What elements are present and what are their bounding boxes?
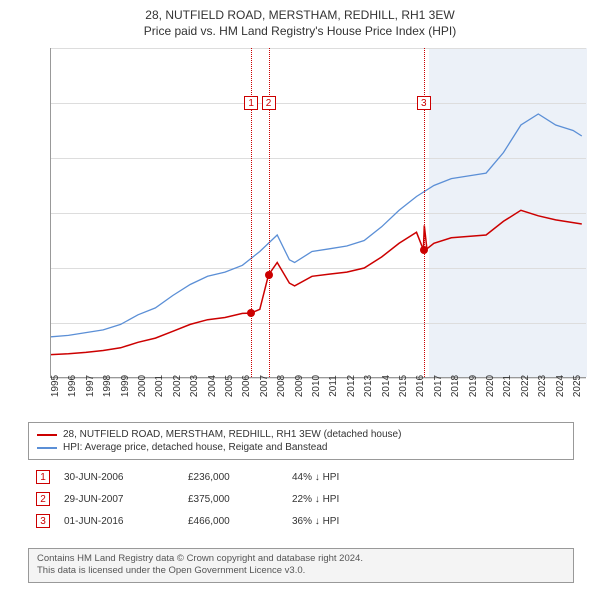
plot-area: 12 3	[50, 48, 586, 378]
legend-row: HPI: Average price, detached house, Reig…	[37, 442, 565, 453]
transaction-row-marker: 3	[36, 514, 50, 528]
x-axis-tick-label: 2006	[241, 375, 252, 397]
x-axis-tick-label: 1999	[120, 375, 131, 397]
transaction-row: 3 01-JUN-2016 £466,000 36% ↓ HPI	[28, 510, 574, 532]
x-axis-tick-label: 2009	[294, 375, 305, 397]
x-axis-tick-label: 2007	[259, 375, 270, 397]
x-axis-tick-label: 2016	[415, 375, 426, 397]
transaction-delta: 36% ↓ HPI	[292, 516, 402, 527]
x-axis-tick-label: 1997	[85, 375, 96, 397]
x-axis-tick-label: 2013	[363, 375, 374, 397]
x-axis-tick-label: 2022	[520, 375, 531, 397]
x-axis-tick-label: 2017	[433, 375, 444, 397]
x-axis-tick-label: 2008	[276, 375, 287, 397]
x-axis-tick-label: 1998	[102, 375, 113, 397]
x-axis-tick-label: 2004	[207, 375, 218, 397]
x-axis-tick-label: 2024	[555, 375, 566, 397]
transaction-delta: 22% ↓ HPI	[292, 494, 402, 505]
x-axis-tick-label: 2021	[502, 375, 513, 397]
legend-label: 28, NUTFIELD ROAD, MERSTHAM, REDHILL, RH…	[63, 429, 401, 440]
chart-title-address: 28, NUTFIELD ROAD, MERSTHAM, REDHILL, RH…	[0, 8, 600, 22]
legend-swatch	[37, 447, 57, 449]
x-axis-tick-label: 2020	[485, 375, 496, 397]
transaction-date: 01-JUN-2016	[64, 516, 174, 527]
x-axis-tick-label: 1995	[50, 375, 61, 397]
transaction-date: 30-JUN-2006	[64, 472, 174, 483]
x-axis-tick-label: 2025	[572, 375, 583, 397]
title-area: 28, NUTFIELD ROAD, MERSTHAM, REDHILL, RH…	[0, 0, 600, 42]
x-axis-tick-label: 2003	[189, 375, 200, 397]
x-axis-tick-label: 2018	[450, 375, 461, 397]
chart-subtitle: Price paid vs. HM Land Registry's House …	[0, 24, 600, 38]
chart-lines	[51, 48, 586, 377]
transaction-point	[420, 246, 428, 254]
x-axis-tick-label: 2010	[311, 375, 322, 397]
x-axis-tick-label: 2023	[537, 375, 548, 397]
x-axis-tick-label: 2011	[328, 375, 339, 397]
footer-line2: This data is licensed under the Open Gov…	[37, 565, 565, 577]
x-axis-tick-label: 2000	[137, 375, 148, 397]
x-axis-tick-label: 1996	[67, 375, 78, 397]
x-axis-tick-label: 2001	[154, 375, 165, 397]
transaction-marker-1: 1	[244, 96, 258, 110]
x-axis-labels: 1995199619971998199920002001200220032004…	[50, 380, 586, 420]
transaction-price: £466,000	[188, 516, 278, 527]
legend-row: 28, NUTFIELD ROAD, MERSTHAM, REDHILL, RH…	[37, 429, 565, 440]
transaction-date: 29-JUN-2007	[64, 494, 174, 505]
x-axis-tick-label: 2019	[468, 375, 479, 397]
transaction-point	[247, 309, 255, 317]
x-axis-tick-label: 2002	[172, 375, 183, 397]
legend-swatch	[37, 434, 57, 436]
x-axis-tick-label: 2015	[398, 375, 409, 397]
transaction-row: 2 29-JUN-2007 £375,000 22% ↓ HPI	[28, 488, 574, 510]
transaction-price: £375,000	[188, 494, 278, 505]
transaction-row-marker: 2	[36, 492, 50, 506]
x-axis-tick-label: 2012	[346, 375, 357, 397]
series-hpi	[51, 114, 582, 337]
transaction-delta: 44% ↓ HPI	[292, 472, 402, 483]
transaction-marker-2: 2	[262, 96, 276, 110]
attribution-footer: Contains HM Land Registry data © Crown c…	[28, 548, 574, 583]
chart-container: 28, NUTFIELD ROAD, MERSTHAM, REDHILL, RH…	[0, 0, 600, 590]
transactions-table: 1 30-JUN-2006 £236,000 44% ↓ HPI 2 29-JUN-200…	[28, 466, 574, 532]
transaction-marker-3: 3	[417, 96, 431, 110]
series-property	[51, 210, 582, 354]
x-axis-tick-label: 2005	[224, 375, 235, 397]
transaction-point	[265, 271, 273, 279]
transaction-price: £236,000	[188, 472, 278, 483]
transaction-row-marker: 1	[36, 470, 50, 484]
legend: 28, NUTFIELD ROAD, MERSTHAM, REDHILL, RH…	[28, 422, 574, 460]
footer-line1: Contains HM Land Registry data © Crown c…	[37, 553, 565, 565]
x-axis-tick-label: 2014	[381, 375, 392, 397]
transaction-row: 1 30-JUN-2006 £236,000 44% ↓ HPI	[28, 466, 574, 488]
legend-label: HPI: Average price, detached house, Reig…	[63, 442, 327, 453]
